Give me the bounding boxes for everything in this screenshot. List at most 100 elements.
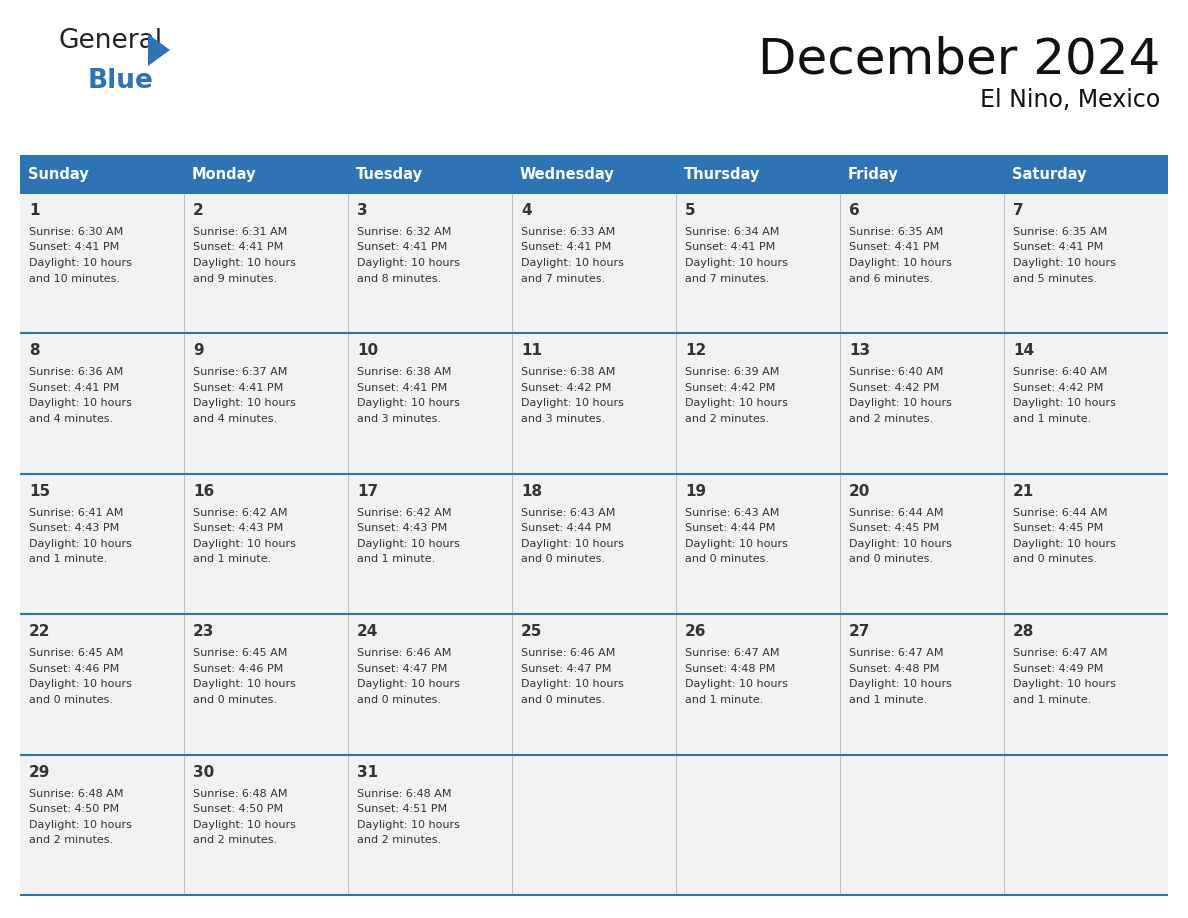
Text: and 1 minute.: and 1 minute. [192, 554, 271, 565]
Text: and 3 minutes.: and 3 minutes. [522, 414, 605, 424]
Text: Sunset: 4:46 PM: Sunset: 4:46 PM [29, 664, 119, 674]
Text: 16: 16 [192, 484, 214, 498]
Polygon shape [148, 34, 170, 66]
Text: 13: 13 [849, 343, 870, 358]
Text: Daylight: 10 hours: Daylight: 10 hours [522, 258, 624, 268]
Text: Sunset: 4:44 PM: Sunset: 4:44 PM [522, 523, 612, 533]
Text: and 10 minutes.: and 10 minutes. [29, 274, 120, 284]
Text: 14: 14 [1013, 343, 1034, 358]
Text: Daylight: 10 hours: Daylight: 10 hours [29, 539, 132, 549]
Text: 2: 2 [192, 203, 204, 218]
Text: Sunrise: 6:47 AM: Sunrise: 6:47 AM [849, 648, 943, 658]
Text: Daylight: 10 hours: Daylight: 10 hours [1013, 258, 1116, 268]
Text: Sunrise: 6:48 AM: Sunrise: 6:48 AM [29, 789, 124, 799]
Text: and 0 minutes.: and 0 minutes. [358, 695, 441, 705]
Text: 19: 19 [685, 484, 706, 498]
Text: Daylight: 10 hours: Daylight: 10 hours [522, 398, 624, 409]
Text: 12: 12 [685, 343, 706, 358]
Text: 25: 25 [522, 624, 543, 639]
Text: Sunrise: 6:45 AM: Sunrise: 6:45 AM [192, 648, 287, 658]
Text: 9: 9 [192, 343, 203, 358]
Text: Sunset: 4:41 PM: Sunset: 4:41 PM [29, 383, 119, 393]
Text: Daylight: 10 hours: Daylight: 10 hours [849, 679, 952, 689]
Text: and 6 minutes.: and 6 minutes. [849, 274, 933, 284]
Text: Daylight: 10 hours: Daylight: 10 hours [358, 398, 460, 409]
Text: Sunrise: 6:45 AM: Sunrise: 6:45 AM [29, 648, 124, 658]
Text: Sunrise: 6:48 AM: Sunrise: 6:48 AM [192, 789, 287, 799]
Text: Saturday: Saturday [1012, 166, 1087, 182]
Text: Sunrise: 6:31 AM: Sunrise: 6:31 AM [192, 227, 287, 237]
Text: Daylight: 10 hours: Daylight: 10 hours [522, 539, 624, 549]
Text: El Nino, Mexico: El Nino, Mexico [980, 88, 1159, 112]
Text: Sunset: 4:43 PM: Sunset: 4:43 PM [192, 523, 283, 533]
Text: and 0 minutes.: and 0 minutes. [192, 695, 277, 705]
Text: and 5 minutes.: and 5 minutes. [1013, 274, 1097, 284]
Text: Sunrise: 6:42 AM: Sunrise: 6:42 AM [192, 508, 287, 518]
Text: and 1 minute.: and 1 minute. [849, 695, 928, 705]
Text: 28: 28 [1013, 624, 1035, 639]
Text: Daylight: 10 hours: Daylight: 10 hours [849, 258, 952, 268]
Text: December 2024: December 2024 [758, 35, 1159, 83]
Text: Daylight: 10 hours: Daylight: 10 hours [1013, 398, 1116, 409]
Text: Sunrise: 6:46 AM: Sunrise: 6:46 AM [358, 648, 451, 658]
Text: Sunrise: 6:48 AM: Sunrise: 6:48 AM [358, 789, 451, 799]
Text: 30: 30 [192, 765, 214, 779]
Text: General: General [58, 28, 162, 54]
Text: Sunrise: 6:40 AM: Sunrise: 6:40 AM [1013, 367, 1107, 377]
Text: Sunset: 4:45 PM: Sunset: 4:45 PM [849, 523, 940, 533]
Text: Sunrise: 6:40 AM: Sunrise: 6:40 AM [849, 367, 943, 377]
Text: Sunset: 4:41 PM: Sunset: 4:41 PM [29, 242, 119, 252]
Bar [20, 155, 184, 193]
Text: Daylight: 10 hours: Daylight: 10 hours [358, 258, 460, 268]
Text: 11: 11 [522, 343, 542, 358]
Bar [348, 155, 512, 193]
Text: 20: 20 [849, 484, 871, 498]
Text: Sunrise: 6:38 AM: Sunrise: 6:38 AM [522, 367, 615, 377]
Text: 23: 23 [192, 624, 214, 639]
Text: Sunrise: 6:43 AM: Sunrise: 6:43 AM [522, 508, 615, 518]
Text: Sunset: 4:41 PM: Sunset: 4:41 PM [1013, 242, 1104, 252]
Text: Sunrise: 6:34 AM: Sunrise: 6:34 AM [685, 227, 779, 237]
Text: Sunset: 4:42 PM: Sunset: 4:42 PM [685, 383, 776, 393]
Text: Sunset: 4:47 PM: Sunset: 4:47 PM [522, 664, 612, 674]
Text: Blue: Blue [88, 68, 154, 94]
Text: Sunrise: 6:36 AM: Sunrise: 6:36 AM [29, 367, 124, 377]
Text: Daylight: 10 hours: Daylight: 10 hours [1013, 679, 1116, 689]
Text: Daylight: 10 hours: Daylight: 10 hours [29, 398, 132, 409]
Text: Sunrise: 6:33 AM: Sunrise: 6:33 AM [522, 227, 615, 237]
Bar [20, 333, 1168, 474]
Bar [20, 614, 1168, 755]
Bar [512, 155, 676, 193]
Bar [184, 155, 348, 193]
Text: and 2 minutes.: and 2 minutes. [358, 835, 441, 845]
Text: Sunset: 4:49 PM: Sunset: 4:49 PM [1013, 664, 1104, 674]
Text: Sunday: Sunday [29, 166, 89, 182]
Text: Sunset: 4:45 PM: Sunset: 4:45 PM [1013, 523, 1104, 533]
Text: Sunrise: 6:30 AM: Sunrise: 6:30 AM [29, 227, 124, 237]
Text: Daylight: 10 hours: Daylight: 10 hours [192, 820, 296, 830]
Text: Daylight: 10 hours: Daylight: 10 hours [358, 539, 460, 549]
Text: Sunset: 4:41 PM: Sunset: 4:41 PM [192, 383, 283, 393]
Text: Monday: Monday [192, 166, 257, 182]
Text: Sunset: 4:41 PM: Sunset: 4:41 PM [849, 242, 940, 252]
Text: Daylight: 10 hours: Daylight: 10 hours [358, 820, 460, 830]
Text: Daylight: 10 hours: Daylight: 10 hours [849, 398, 952, 409]
Text: 29: 29 [29, 765, 50, 779]
Text: Sunset: 4:47 PM: Sunset: 4:47 PM [358, 664, 448, 674]
Text: 21: 21 [1013, 484, 1035, 498]
Text: Thursday: Thursday [684, 166, 760, 182]
Text: and 1 minute.: and 1 minute. [1013, 695, 1092, 705]
Bar [840, 155, 1004, 193]
Text: Daylight: 10 hours: Daylight: 10 hours [29, 679, 132, 689]
Text: 7: 7 [1013, 203, 1024, 218]
Text: and 1 minute.: and 1 minute. [29, 554, 107, 565]
Text: 1: 1 [29, 203, 39, 218]
Text: 26: 26 [685, 624, 707, 639]
Text: Sunrise: 6:47 AM: Sunrise: 6:47 AM [1013, 648, 1107, 658]
Text: Sunrise: 6:39 AM: Sunrise: 6:39 AM [685, 367, 779, 377]
Text: 18: 18 [522, 484, 542, 498]
Text: Sunrise: 6:46 AM: Sunrise: 6:46 AM [522, 648, 615, 658]
Text: and 1 minute.: and 1 minute. [685, 695, 763, 705]
Text: Sunset: 4:48 PM: Sunset: 4:48 PM [685, 664, 776, 674]
Text: Sunset: 4:42 PM: Sunset: 4:42 PM [1013, 383, 1104, 393]
